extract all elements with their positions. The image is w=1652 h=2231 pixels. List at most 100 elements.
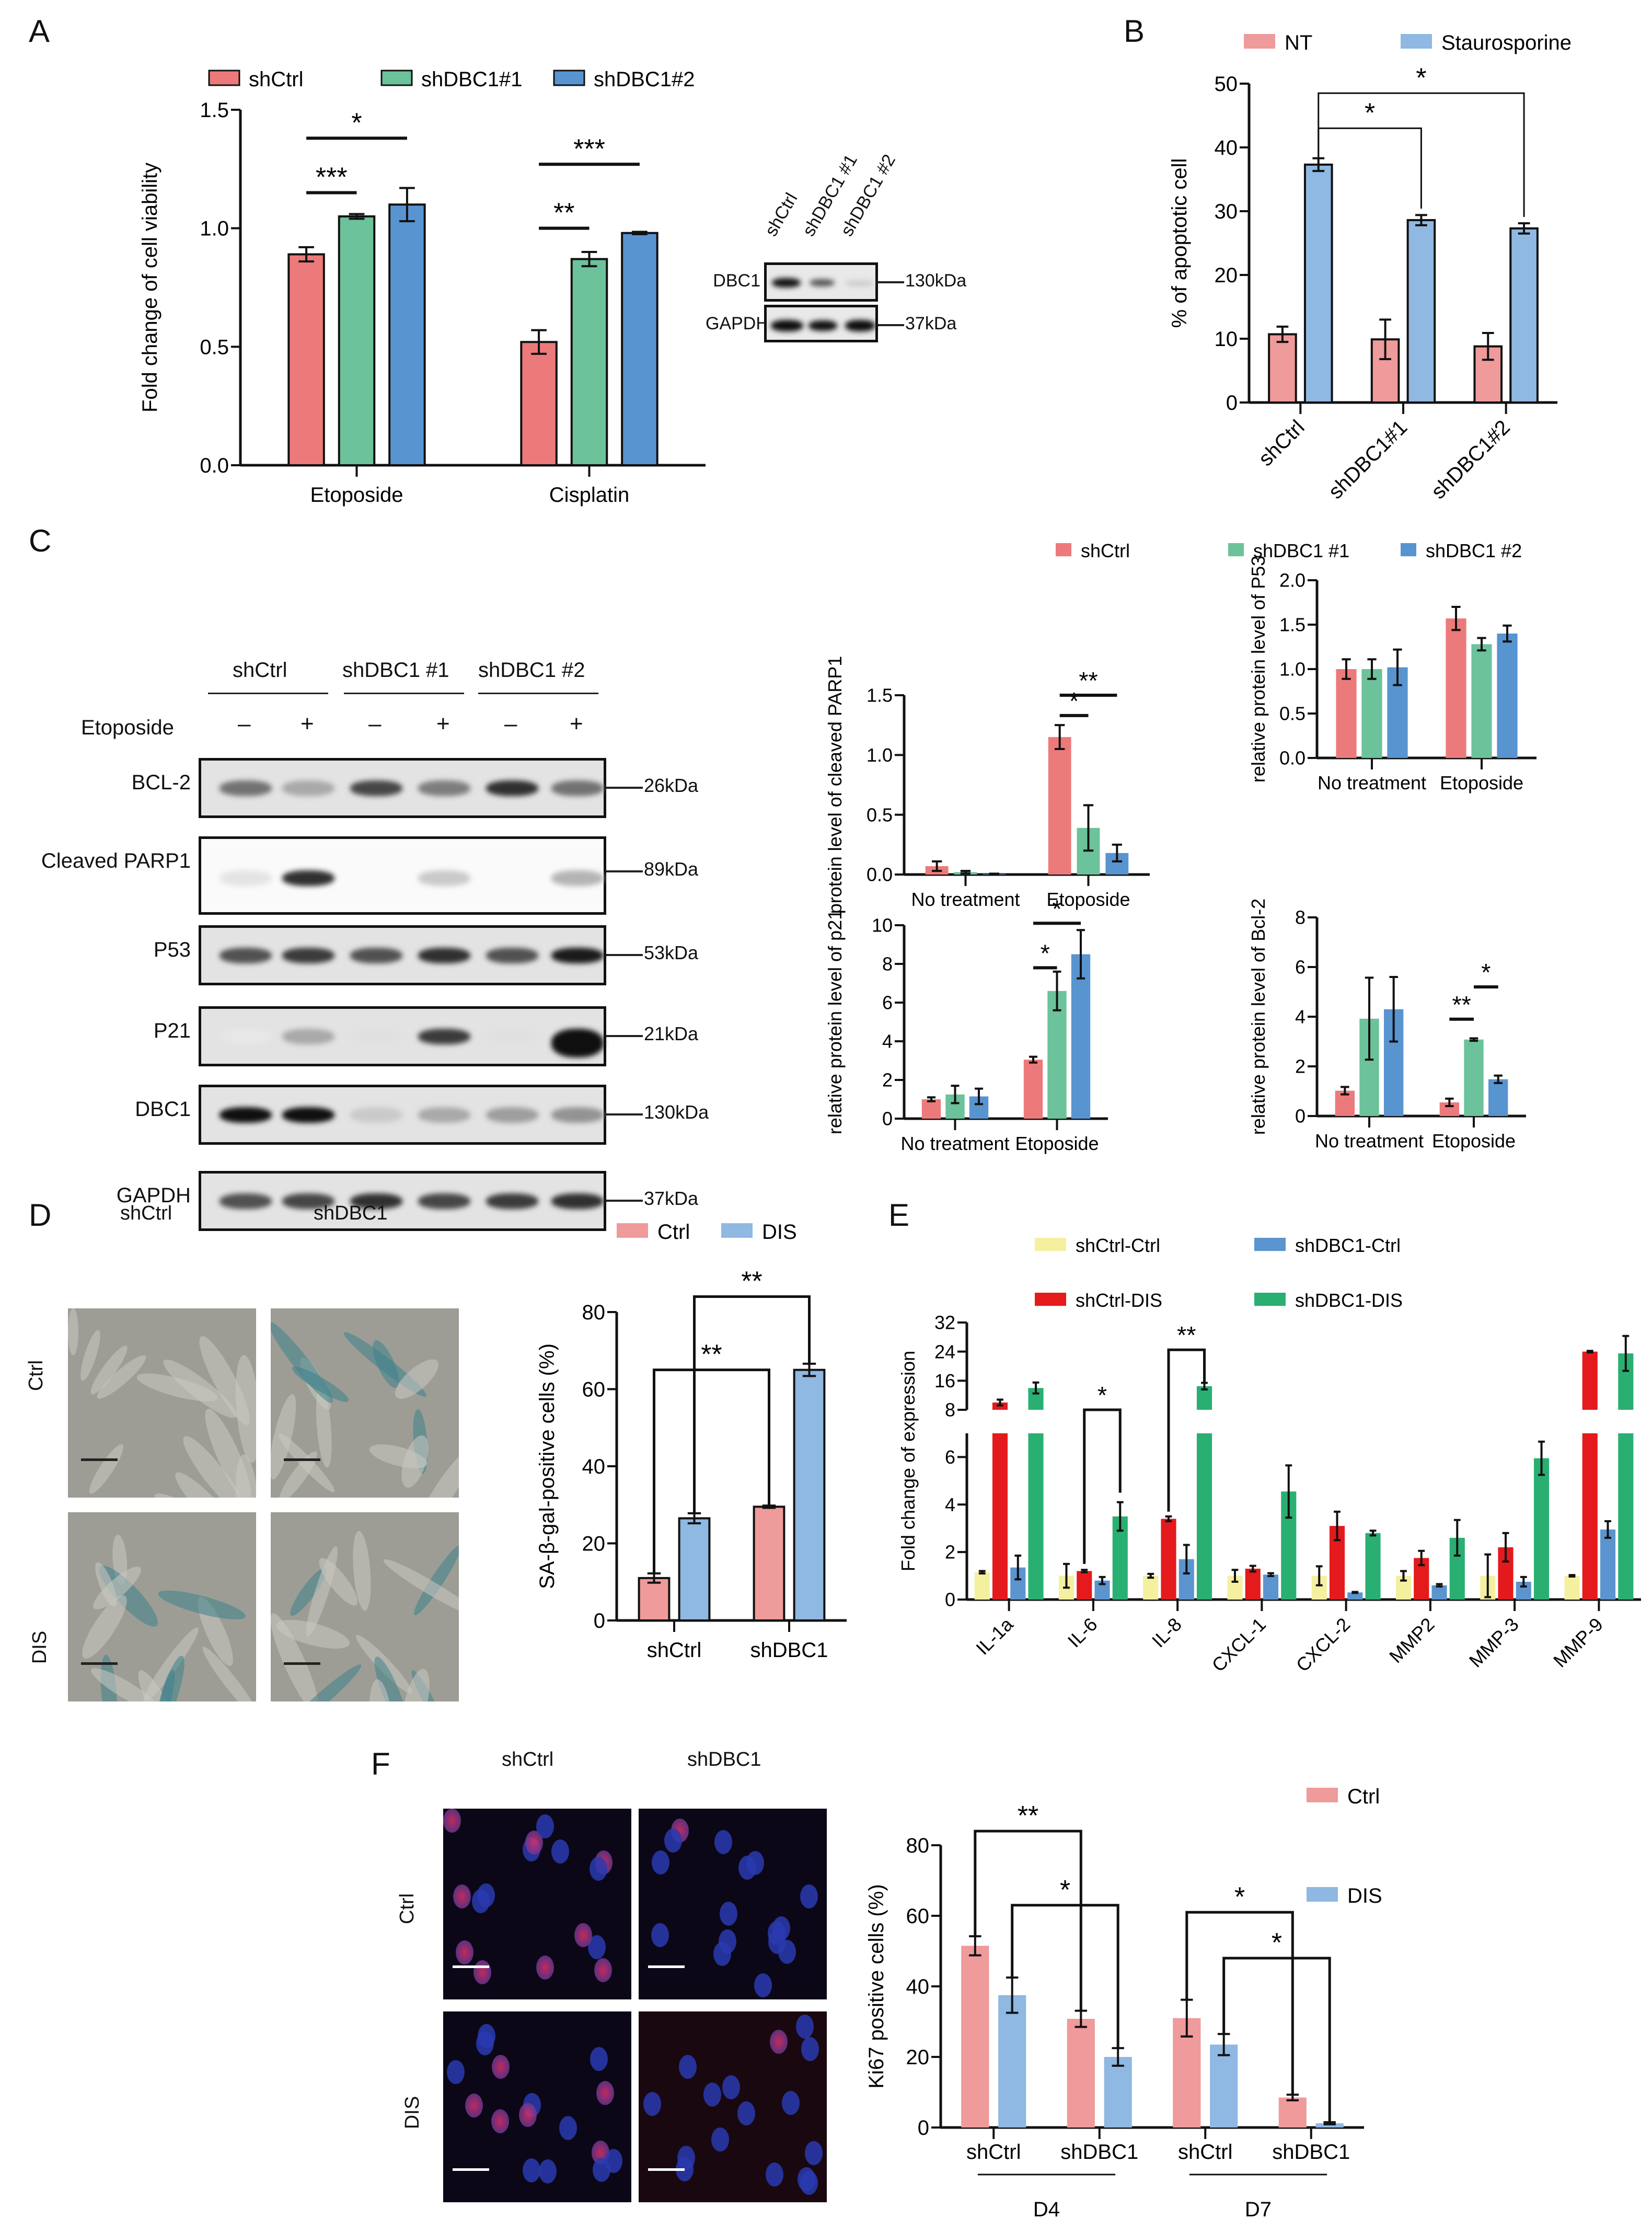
chart-d-sa-beta-gal: 0 20 40 60 80 SA-β-gal-positive cells (%) shCt…	[512, 1202, 878, 1673]
svg-text:shCtrl: shCtrl	[1178, 2141, 1232, 2164]
treatment-sign: –	[238, 711, 251, 737]
treatment-sign: –	[504, 711, 517, 737]
bar	[678, 1517, 711, 1622]
svg-text:0: 0	[882, 1108, 893, 1130]
bar	[1464, 1039, 1484, 1116]
bar	[1143, 1576, 1159, 1600]
svg-text:*: *	[1416, 63, 1426, 93]
micrograph-shctrl-ctrl	[68, 1308, 256, 1498]
bar	[1365, 1533, 1381, 1600]
bar	[921, 1099, 941, 1119]
treatment-sign: +	[570, 711, 583, 737]
nucleus	[797, 2167, 815, 2192]
bar	[1471, 644, 1492, 758]
svg-text:1.0: 1.0	[1279, 659, 1306, 680]
nucleus	[737, 2101, 756, 2125]
svg-text:0: 0	[594, 1609, 605, 1632]
nucleus	[590, 1856, 608, 1881]
band	[220, 1193, 272, 1209]
band	[220, 870, 272, 886]
nucleus	[754, 1973, 772, 1997]
cell	[68, 1308, 78, 1355]
scale-bar	[453, 1965, 489, 1968]
band	[350, 948, 402, 963]
bar	[1406, 219, 1436, 404]
svg-text:DIS: DIS	[1347, 1884, 1382, 1907]
svg-text:Etoposide: Etoposide	[1432, 1130, 1516, 1152]
svg-text:0: 0	[945, 1589, 955, 1611]
bar	[1431, 1585, 1447, 1600]
svg-text:4: 4	[1295, 1006, 1306, 1028]
nucleus	[593, 2158, 611, 2182]
bar	[1497, 634, 1518, 758]
svg-text:*: *	[1272, 1928, 1282, 1958]
svg-text:shDBC1#1: shDBC1#1	[421, 68, 522, 91]
svg-text:relative protein level of p21: relative protein level of p21	[824, 910, 846, 1134]
kda-marker-line	[878, 324, 904, 326]
micrograph-shdbc1-dis	[271, 1512, 459, 1701]
svg-text:**: **	[1079, 667, 1098, 694]
band	[418, 870, 470, 886]
svg-text:**: **	[701, 1340, 722, 1370]
treatment-sign: +	[301, 711, 314, 737]
chart-svg: 0 2 4 6 8 relative protein level of Bcl-2 No t…	[1247, 899, 1526, 1152]
svg-text:shDBC1: shDBC1	[1272, 2141, 1350, 2164]
svg-text:20: 20	[582, 1533, 606, 1556]
chart-b-apoptosis: 0 10 20 30 40 50 % of apoptotic cell shCtrl shDB…	[1139, 21, 1651, 503]
svg-text:0: 0	[1226, 392, 1238, 415]
group-underline	[208, 693, 328, 694]
nucleus	[491, 2054, 510, 2079]
nucleus	[766, 2163, 784, 2187]
band	[808, 320, 837, 331]
blot-strip-dbc1	[764, 262, 878, 302]
band	[845, 281, 874, 286]
blot-strip	[199, 758, 606, 818]
svg-text:1.5: 1.5	[1279, 614, 1306, 636]
nucleus	[711, 2128, 729, 2152]
band	[551, 1107, 604, 1123]
chart-svg: 0 20 40 60 80 SA-β-gal-positive cells (%) shCt…	[536, 1221, 847, 1662]
svg-text:shCtrl: shCtrl	[966, 2141, 1021, 2164]
svg-text:Ki67 positive cells (%): Ki67 positive cells (%)	[865, 1884, 888, 2088]
col-label: shCtrl	[120, 1202, 172, 1224]
svg-text:NT: NT	[1285, 31, 1312, 54]
svg-text:60: 60	[906, 1905, 930, 1928]
svg-text:shCtrl-DIS: shCtrl-DIS	[1076, 1290, 1162, 1311]
svg-text:shDBC1: shDBC1	[1060, 2141, 1138, 2164]
blot-strip-gapdh	[764, 305, 878, 342]
scale-bar	[648, 2168, 685, 2171]
bar	[1161, 1519, 1176, 1600]
nucleus	[778, 1940, 796, 1964]
panel-label-b: B	[1124, 14, 1145, 49]
group-label: shDBC1 #1	[342, 659, 449, 682]
band	[486, 1029, 538, 1044]
nucleus	[772, 1916, 791, 1941]
scale-bar	[81, 1458, 118, 1461]
nucleus	[722, 2075, 740, 2099]
nucleus	[643, 2091, 661, 2116]
band	[810, 279, 835, 286]
svg-text:40: 40	[582, 1455, 606, 1478]
blot-row-label: P53	[153, 938, 191, 961]
nucleus	[491, 2109, 510, 2134]
bar	[287, 253, 325, 466]
svg-text:30: 30	[1215, 200, 1238, 223]
bar	[1582, 1351, 1598, 1410]
blot-row-label: BCL-2	[131, 771, 191, 794]
svg-text:2.0: 2.0	[1279, 570, 1306, 591]
band	[771, 320, 803, 331]
svg-text:shDBC1#2: shDBC1#2	[594, 68, 695, 91]
panel-label-c: C	[29, 523, 52, 558]
band	[486, 780, 538, 796]
band	[220, 1029, 272, 1044]
bar	[961, 1946, 989, 2128]
micrograph-shdbc1-ctrl	[271, 1308, 459, 1498]
blot-strip	[199, 1085, 606, 1145]
svg-text:0.0: 0.0	[867, 864, 893, 886]
svg-text:Fold change of cell viability: Fold change of cell viability	[138, 163, 161, 412]
nucleus	[446, 2060, 465, 2085]
svg-text:6: 6	[882, 992, 893, 1014]
svg-text:6: 6	[1295, 957, 1306, 978]
blot-row-label: GAPDH	[116, 1184, 191, 1207]
panel-label-f: F	[371, 1746, 390, 1781]
